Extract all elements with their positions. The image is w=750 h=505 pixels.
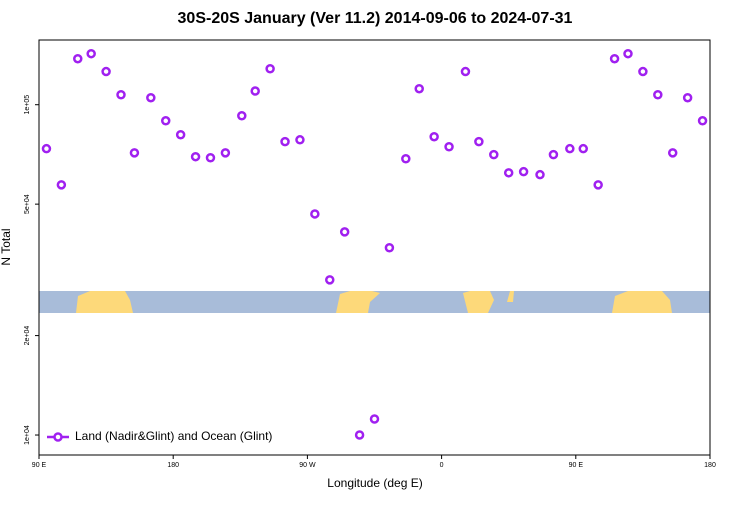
y-axis-label: N Total xyxy=(0,228,13,265)
x-tick-label: 90 W xyxy=(299,462,316,469)
point xyxy=(190,151,201,162)
point xyxy=(474,136,484,147)
y-tick-label: 2e+04 xyxy=(24,326,31,346)
point xyxy=(146,92,156,103)
point xyxy=(101,66,111,77)
legend-marker xyxy=(53,432,63,442)
chart-title: 30S-20S January (Ver 11.2) 2014-09-06 to… xyxy=(178,10,573,27)
point xyxy=(86,48,96,59)
point xyxy=(535,169,545,180)
x-tick-label: 90 E xyxy=(32,462,47,469)
map-strip xyxy=(39,291,710,313)
point xyxy=(310,209,320,219)
y-tick-label: 1e+05 xyxy=(24,95,31,115)
point xyxy=(503,168,514,178)
x-tick-label: 0 xyxy=(440,462,444,469)
point xyxy=(578,143,589,154)
point xyxy=(73,53,83,64)
point xyxy=(414,83,424,94)
point xyxy=(41,143,52,154)
point xyxy=(250,86,260,96)
point xyxy=(548,149,559,160)
point xyxy=(401,154,411,164)
point xyxy=(237,110,247,121)
point xyxy=(697,116,708,126)
point xyxy=(682,92,693,103)
point xyxy=(369,414,380,424)
point xyxy=(593,180,603,190)
point xyxy=(444,141,454,152)
x-axis-label: Longitude (deg E) xyxy=(327,476,422,490)
point xyxy=(460,66,471,77)
point xyxy=(609,53,620,64)
point xyxy=(116,89,126,100)
point xyxy=(56,180,67,190)
point xyxy=(280,136,290,147)
point xyxy=(429,131,439,142)
point xyxy=(384,242,395,253)
point xyxy=(160,116,171,126)
point xyxy=(653,89,663,100)
point xyxy=(325,275,335,285)
point xyxy=(265,63,275,74)
point xyxy=(339,227,350,237)
point xyxy=(175,130,186,140)
point xyxy=(623,48,633,59)
legend-label: Land (Nadir&Glint) and Ocean (Glint) xyxy=(75,429,272,443)
point xyxy=(354,430,365,440)
point xyxy=(129,148,140,158)
y-tick-label: 1e+04 xyxy=(24,425,31,445)
plot-frame xyxy=(38,39,711,456)
point xyxy=(638,66,648,77)
point xyxy=(667,148,678,158)
point xyxy=(518,166,529,177)
x-tick-label: 180 xyxy=(167,462,179,469)
point xyxy=(220,148,231,158)
point xyxy=(205,152,216,163)
y-tick-label: 5e+04 xyxy=(24,194,31,214)
x-tick-label: 180 xyxy=(704,462,716,469)
x-tick-label: 90 E xyxy=(569,462,584,469)
point xyxy=(489,149,499,160)
point xyxy=(295,135,305,145)
point xyxy=(565,143,575,154)
